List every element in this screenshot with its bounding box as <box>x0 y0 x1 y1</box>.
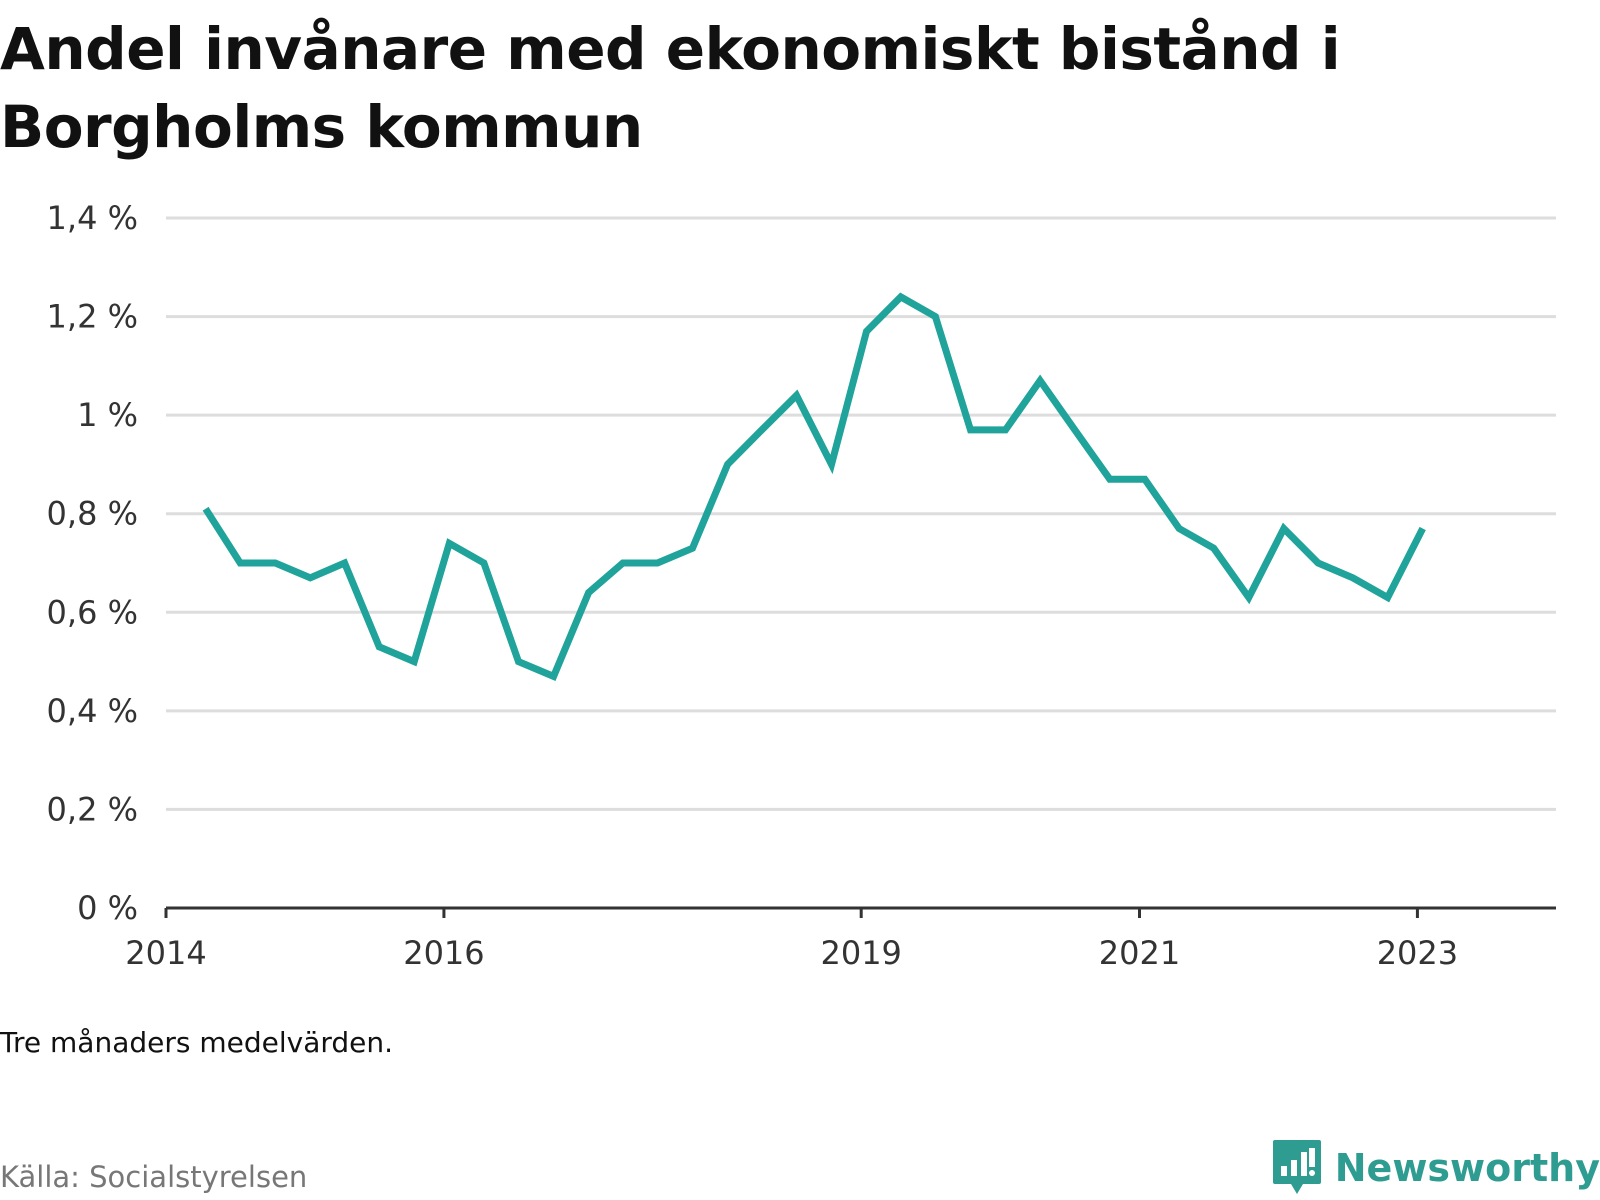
series-layer <box>202 292 1426 681</box>
y-tick-label: 0 % <box>77 889 138 927</box>
y-tick-label: 1,4 % <box>47 199 138 237</box>
x-tick-label: 2021 <box>1099 934 1180 972</box>
x-tick-label: 2019 <box>820 934 901 972</box>
y-tick-label: 0,8 % <box>47 495 138 533</box>
y-axis-labels: 0 % 0,2 % 0,4 % 0,6 % 0,8 % 1 % 1,2 % 1,4 % <box>47 199 138 927</box>
y-tick-label: 0,4 % <box>47 692 138 730</box>
source-credit: Källa: Socialstyrelsen <box>0 1160 308 1194</box>
chart-title: Andel invånare med ekonomiskt bistånd i … <box>0 15 1341 161</box>
x-axis-ticks: 2014 2016 2019 2021 2023 <box>125 908 1458 972</box>
y-tick-label: 1 % <box>77 396 138 434</box>
chart-note: Tre månaders medelvärden. <box>0 1026 394 1059</box>
line-chart: 0 % 0,2 % 0,4 % 0,6 % 0,8 % 1 % 1,2 % 1,4 % 201… <box>47 199 1556 972</box>
x-tick-label: 2023 <box>1377 934 1458 972</box>
series-line <box>202 292 1426 681</box>
y-tick-label: 1,2 % <box>47 298 138 336</box>
newsworthy-logo-icon <box>1272 1140 1321 1194</box>
brand-logo[interactable]: Newsworthy <box>1271 1138 1600 1198</box>
x-tick-label: 2014 <box>125 934 206 972</box>
brand-name: Newsworthy <box>1334 1146 1600 1190</box>
y-tick-label: 0,2 % <box>47 790 138 828</box>
y-tick-label: 0,6 % <box>47 593 138 631</box>
x-tick-label: 2016 <box>403 934 484 972</box>
grid-lines <box>166 216 1556 811</box>
